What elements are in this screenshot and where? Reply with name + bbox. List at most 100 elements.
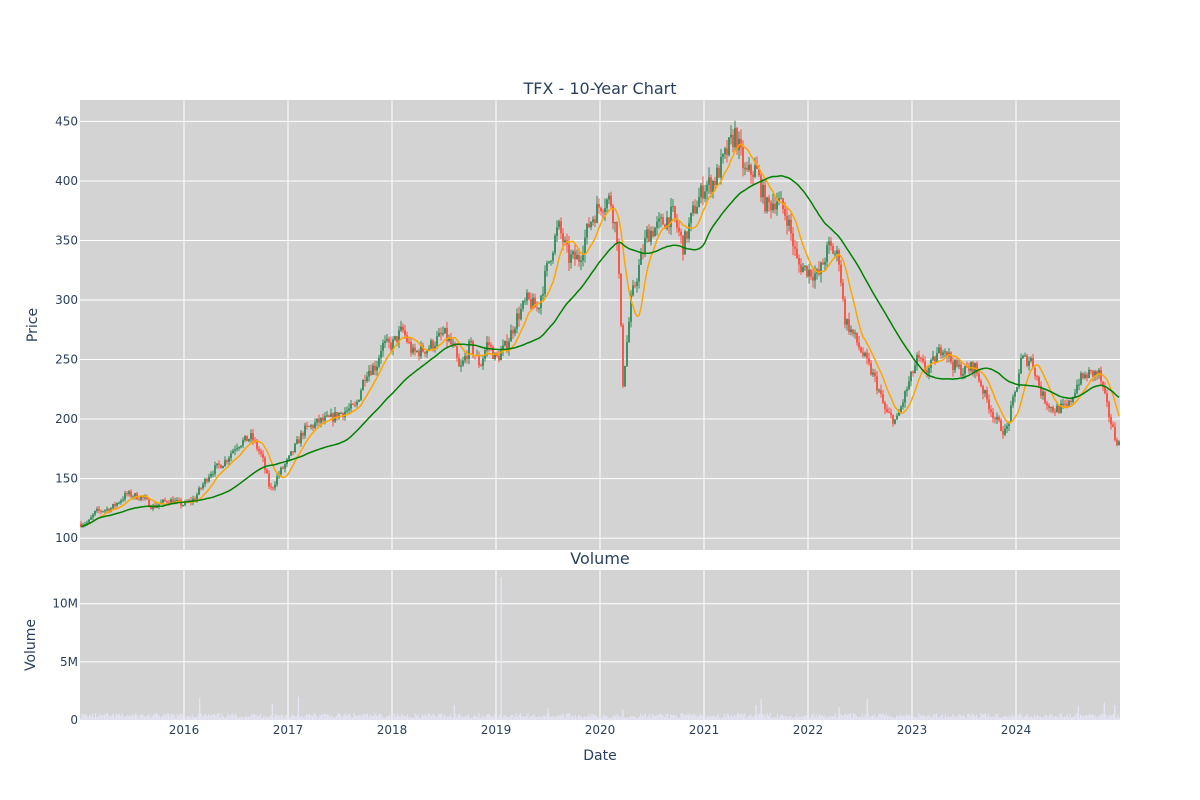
volume-bar xyxy=(987,713,990,720)
candle-body xyxy=(646,229,648,238)
volume-bar xyxy=(212,714,214,720)
volume-bar xyxy=(258,715,260,720)
volume-bar xyxy=(509,716,511,720)
candle-body xyxy=(1016,386,1018,392)
candle-body xyxy=(354,404,356,406)
candle-body xyxy=(366,376,368,382)
candle-body xyxy=(832,245,834,254)
volume-bar xyxy=(836,717,838,720)
date-x-tick-label: 2018 xyxy=(377,723,408,737)
volume-bar xyxy=(790,715,792,720)
candle-body xyxy=(1112,424,1114,427)
volume-bar xyxy=(1069,713,1071,720)
candle-body xyxy=(202,484,204,489)
price-y-ticks: 100 150 200 250 300 350 400 450 xyxy=(55,114,78,545)
candle-body xyxy=(96,508,98,511)
volume-bar xyxy=(852,713,854,720)
volume-bar xyxy=(658,714,660,720)
volume-bar xyxy=(812,713,814,720)
candle-body xyxy=(462,360,464,366)
volume-bar xyxy=(255,714,257,720)
volume-bar xyxy=(136,715,138,720)
volume-bar xyxy=(965,717,967,720)
volume-bar xyxy=(714,716,716,720)
candle-body xyxy=(370,370,372,375)
volume-bar xyxy=(448,716,450,720)
volume-bar xyxy=(539,715,541,720)
volume-bar xyxy=(389,714,391,720)
candle-body xyxy=(1000,420,1002,431)
volume-bar xyxy=(256,716,259,720)
volume-bar xyxy=(456,717,458,720)
volume-bar xyxy=(372,715,375,720)
volume-bar xyxy=(240,716,242,720)
volume-bar xyxy=(748,715,750,720)
volume-bar xyxy=(827,716,829,720)
candle-body xyxy=(690,212,692,224)
candle-body xyxy=(938,347,940,354)
volume-bar xyxy=(1013,716,1015,720)
volume-bar xyxy=(823,716,825,720)
candle-body xyxy=(270,486,272,488)
volume-bar xyxy=(129,714,131,720)
candle-body xyxy=(760,175,762,198)
volume-bar xyxy=(516,716,519,720)
volume-bar xyxy=(606,715,608,720)
volume-bar xyxy=(588,713,590,720)
volume-bar xyxy=(344,713,346,720)
volume-bar xyxy=(921,715,923,720)
volume-bar xyxy=(598,717,600,720)
volume-bar xyxy=(811,714,813,720)
volume-bar xyxy=(781,714,783,720)
candle-body xyxy=(924,361,926,371)
candle-body xyxy=(794,246,796,249)
volume-bar xyxy=(824,714,826,720)
volume-bar xyxy=(383,717,385,720)
volume-bar xyxy=(894,717,896,720)
volume-bar xyxy=(487,714,489,720)
volume-bar xyxy=(640,713,642,720)
candle-body xyxy=(406,335,408,342)
candle-body xyxy=(722,153,724,157)
candle-body xyxy=(418,351,420,357)
candle-body xyxy=(210,474,212,477)
candle-body xyxy=(312,425,314,428)
volume-bar xyxy=(242,717,244,720)
volume-bar xyxy=(664,717,666,720)
candle-body xyxy=(1064,403,1066,405)
volume-bar xyxy=(689,713,691,720)
volume-bar xyxy=(442,716,444,720)
candle-body xyxy=(840,264,842,283)
volume-bar xyxy=(522,716,525,720)
candle-body xyxy=(502,345,504,351)
volume-bar xyxy=(864,714,866,720)
candle-body xyxy=(730,134,732,138)
volume-bar xyxy=(1050,714,1052,720)
volume-bar xyxy=(730,714,733,720)
candle-body xyxy=(88,519,90,523)
candle-body xyxy=(506,340,508,351)
volume-bar xyxy=(794,716,796,720)
volume-y-tick-label: 10M xyxy=(52,597,78,611)
volume-bar xyxy=(620,717,623,720)
date-x-tick-label: 2022 xyxy=(793,723,824,737)
volume-bar xyxy=(580,716,583,720)
candle-body xyxy=(524,300,526,302)
volume-bar xyxy=(907,715,909,720)
volume-bar xyxy=(971,713,973,720)
volume-bar xyxy=(277,714,279,720)
volume-bar xyxy=(796,713,798,720)
volume-bar xyxy=(791,717,793,720)
volume-bar xyxy=(209,715,211,720)
volume-bar xyxy=(809,717,811,720)
candle-body xyxy=(404,330,406,336)
candle-body xyxy=(804,265,806,267)
candle-body xyxy=(826,245,828,263)
volume-bar xyxy=(842,715,844,720)
volume-bar xyxy=(625,717,627,720)
volume-bar xyxy=(1054,715,1056,720)
volume-bar xyxy=(227,713,229,720)
volume-bar xyxy=(323,714,325,720)
candle-body xyxy=(538,307,540,309)
candle-body xyxy=(748,164,750,170)
